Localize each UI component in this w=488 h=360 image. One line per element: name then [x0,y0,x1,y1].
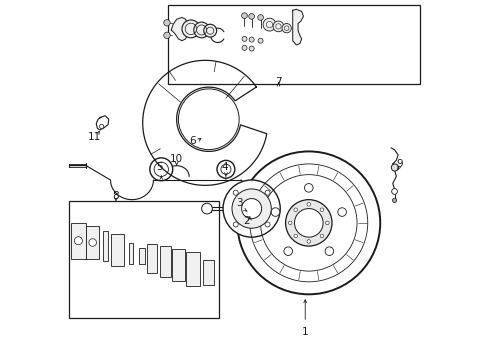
Circle shape [263,18,275,31]
Text: 4: 4 [221,162,228,172]
Bar [71,223,85,258]
Text: 6: 6 [189,136,196,146]
Circle shape [293,234,297,238]
Circle shape [237,152,380,294]
Circle shape [203,24,216,37]
Circle shape [306,203,310,206]
Circle shape [304,184,312,192]
Circle shape [163,19,170,26]
Circle shape [242,45,246,50]
Bar [160,246,170,276]
Circle shape [390,164,398,171]
Text: 7: 7 [275,77,281,87]
Bar [185,252,200,285]
Circle shape [248,14,254,19]
Text: 5: 5 [156,162,163,172]
Text: 9: 9 [396,159,403,169]
Circle shape [391,189,397,194]
Bar [86,226,99,260]
Circle shape [231,189,271,228]
Bar [102,231,108,261]
Circle shape [193,22,209,38]
Text: 11: 11 [88,132,101,142]
Circle shape [248,37,254,42]
Polygon shape [292,9,303,45]
Circle shape [294,208,323,237]
Circle shape [264,222,269,227]
Circle shape [163,32,170,39]
Circle shape [248,46,254,51]
Circle shape [285,200,331,246]
Circle shape [391,198,396,203]
Circle shape [293,208,297,212]
Circle shape [149,158,172,181]
Bar [147,244,157,273]
Circle shape [284,247,292,256]
Circle shape [223,180,280,237]
Circle shape [271,208,279,216]
Circle shape [325,221,328,225]
Circle shape [233,222,238,227]
Text: 10: 10 [170,154,183,163]
Circle shape [217,160,234,178]
Circle shape [241,13,247,18]
Bar [69,202,219,318]
Text: 3: 3 [236,198,243,208]
Bar [203,260,214,285]
Circle shape [233,190,238,195]
Circle shape [257,15,263,20]
Circle shape [182,20,200,38]
Circle shape [282,23,291,33]
Bar [172,249,184,281]
Circle shape [241,199,261,219]
Circle shape [320,208,323,212]
Circle shape [288,221,291,225]
Circle shape [242,36,246,41]
Circle shape [272,21,283,32]
Circle shape [201,203,212,214]
Bar [167,5,419,84]
Circle shape [258,38,263,43]
Polygon shape [171,18,189,41]
Circle shape [264,190,269,195]
Circle shape [99,124,103,129]
Circle shape [306,240,310,243]
Text: 8: 8 [112,191,119,201]
Bar [128,243,133,264]
Circle shape [320,234,323,238]
Circle shape [337,208,346,216]
Circle shape [74,237,82,245]
Text: 2: 2 [243,216,249,226]
Bar [111,234,123,266]
Text: 1: 1 [301,327,308,337]
Circle shape [89,239,96,246]
Bar [139,248,144,264]
Circle shape [325,247,333,256]
